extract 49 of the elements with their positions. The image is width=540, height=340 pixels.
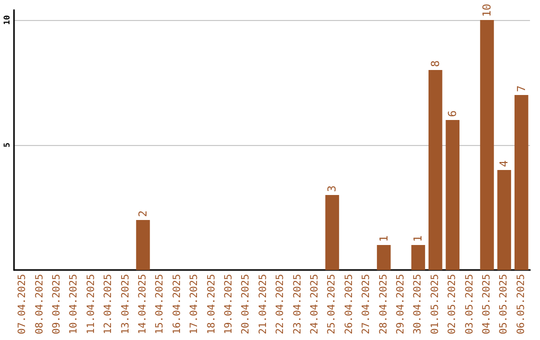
- data-label: 2: [136, 210, 150, 217]
- data-label: 8: [428, 60, 442, 67]
- bar: [446, 120, 460, 270]
- bar: [428, 70, 442, 270]
- bar: [325, 195, 340, 270]
- bar: [480, 20, 494, 270]
- x-tick-label: 05.05.2025: [498, 274, 510, 334]
- bar: [514, 95, 528, 270]
- x-tick-label: 09.04.2025: [52, 274, 62, 334]
- x-tick-label: 15.04.2025: [154, 274, 166, 334]
- x-tick-label: 20.04.2025: [240, 274, 252, 334]
- x-tick-label: 29.04.2025: [396, 274, 406, 334]
- x-tick-label: 10.04.2025: [68, 274, 80, 334]
- x-tick-label: 04.05.2025: [482, 274, 492, 334]
- y-tick-label: 5: [2, 142, 12, 148]
- bar: [136, 220, 150, 270]
- x-tick-label: 07.04.2025: [17, 274, 28, 334]
- x-tick-label: 22.04.2025: [275, 274, 286, 334]
- x-tick-label: 18.04.2025: [206, 274, 218, 334]
- x-tick-label: 28.04.2025: [378, 274, 390, 334]
- bar: [411, 245, 426, 270]
- x-tick-label: 08.04.2025: [34, 274, 46, 334]
- x-tick-label: 17.04.2025: [189, 274, 200, 334]
- data-label: 4: [498, 160, 511, 167]
- x-tick-label: 16.04.2025: [172, 274, 183, 334]
- data-label: 10: [480, 4, 494, 17]
- x-tick-label: 01.05.2025: [430, 274, 441, 334]
- x-tick-label: 21.04.2025: [258, 274, 269, 334]
- x-tick-label: 12.04.2025: [103, 274, 114, 334]
- x-tick-label: 24.04.2025: [310, 274, 320, 334]
- data-label: 3: [326, 185, 339, 192]
- data-label: 7: [514, 85, 528, 92]
- data-label: 6: [446, 110, 460, 117]
- x-tick-label: 30.04.2025: [412, 274, 424, 334]
- data-label: 1: [377, 235, 390, 242]
- x-tick-label: 02.05.2025: [447, 274, 458, 334]
- x-tick-label: 25.04.2025: [326, 274, 338, 334]
- x-tick-label: 03.05.2025: [464, 274, 476, 334]
- x-tick-label: 27.04.2025: [361, 274, 372, 334]
- x-tick-label: 14.04.2025: [138, 274, 148, 334]
- x-tick-label: 26.04.2025: [344, 274, 355, 334]
- bar: [376, 245, 391, 270]
- x-tick-label: 23.04.2025: [292, 274, 304, 334]
- x-tick-label: 13.04.2025: [120, 274, 132, 334]
- bar: [497, 170, 512, 270]
- data-label: 1: [412, 235, 425, 242]
- x-tick-label: 19.04.2025: [224, 274, 234, 334]
- x-tick-label: 06.05.2025: [516, 274, 527, 334]
- x-tick-label: 11.04.2025: [86, 274, 97, 334]
